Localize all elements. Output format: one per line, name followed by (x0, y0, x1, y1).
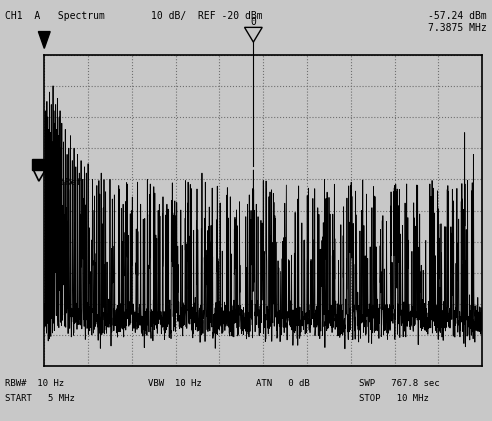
Text: ATN   0 dB: ATN 0 dB (256, 379, 309, 388)
Text: START   5 MHz: START 5 MHz (5, 394, 75, 403)
Text: STOP   10 MHz: STOP 10 MHz (359, 394, 429, 403)
Text: ExtRef: ExtRef (49, 178, 82, 187)
Text: RBW#  10 Hz: RBW# 10 Hz (5, 379, 64, 388)
Text: 10 dB/  REF -20 dBm: 10 dB/ REF -20 dBm (151, 11, 262, 21)
Text: 0: 0 (250, 17, 256, 27)
Text: CH1  A   Spectrum: CH1 A Spectrum (5, 11, 105, 21)
Text: SWP   767.8 sec: SWP 767.8 sec (359, 379, 440, 388)
Text: -57.24 dBm: -57.24 dBm (429, 11, 487, 21)
Text: 7.3875 MHz: 7.3875 MHz (429, 23, 487, 33)
Text: VBW  10 Hz: VBW 10 Hz (148, 379, 201, 388)
